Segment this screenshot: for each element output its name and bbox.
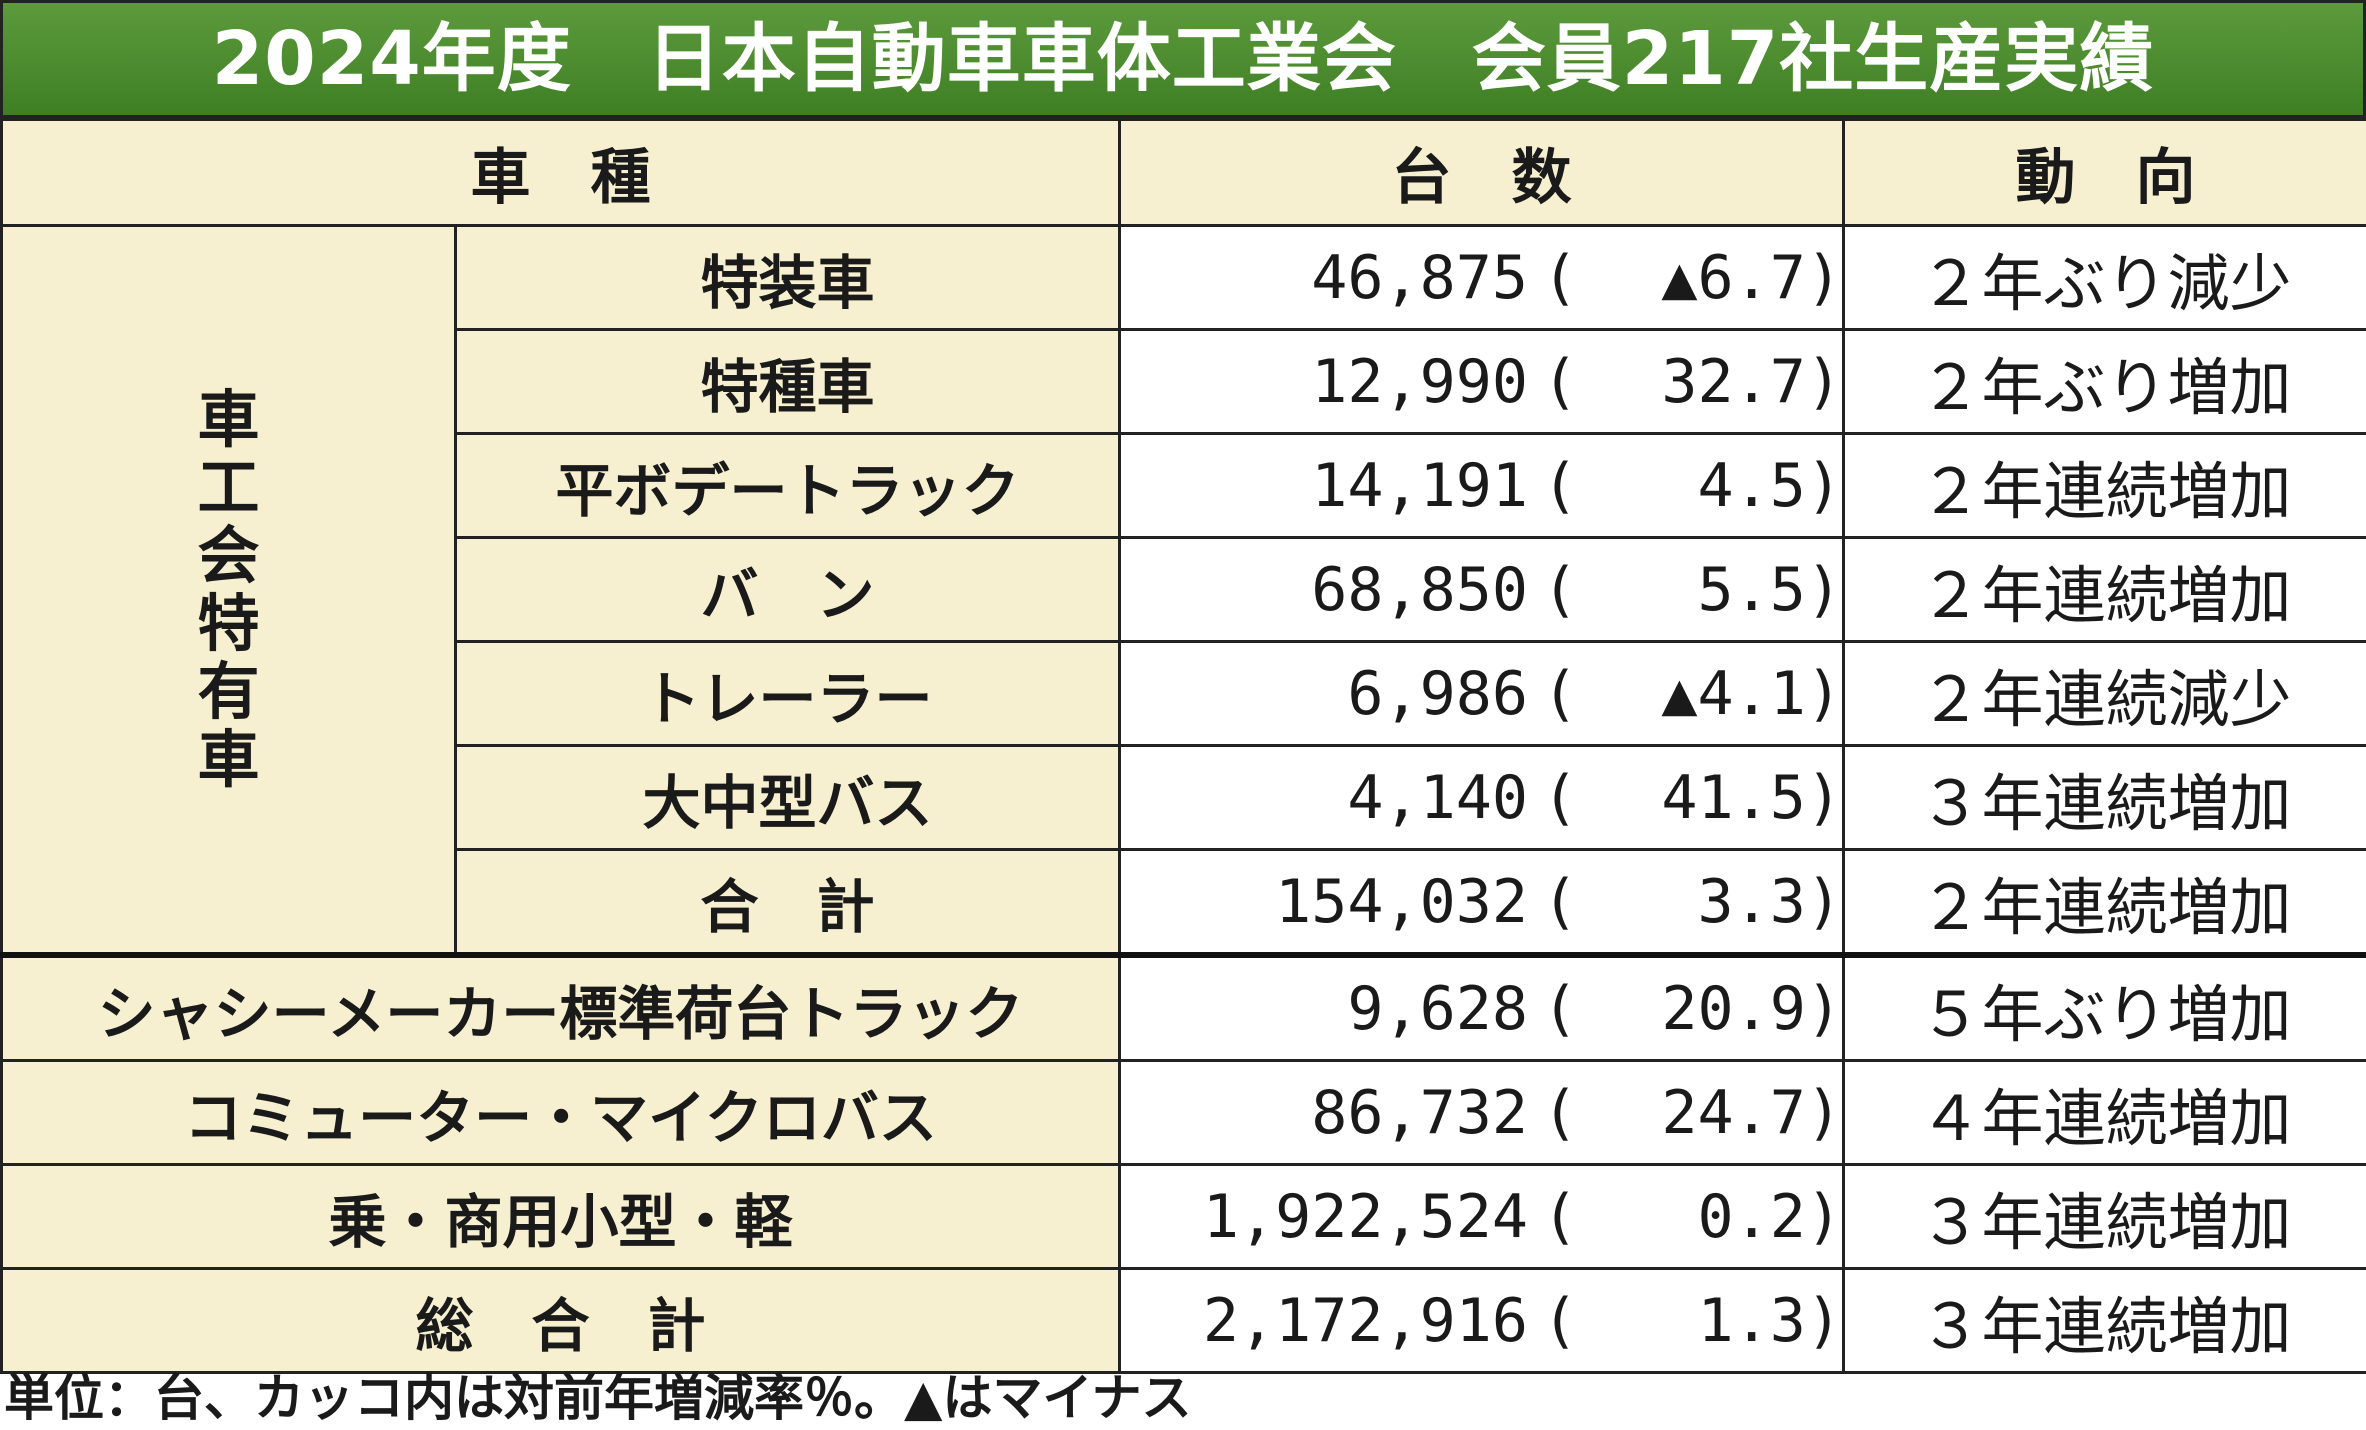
paren-close: ) (1806, 451, 1842, 521)
count-cell: 2,172,916(1.3) (1120, 1269, 1844, 1373)
vehicle-name: シャシーメーカー標準荷台トラック (2, 955, 1120, 1061)
change-rate: 41.5 (1578, 763, 1806, 833)
count-cell: 68,850(5.5) (1120, 538, 1844, 642)
paren-close: ) (1806, 763, 1842, 833)
vehicle-name: 特装車 (456, 226, 1120, 330)
change-rate: 20.9 (1578, 974, 1806, 1044)
change-rate: 4.5 (1578, 451, 1806, 521)
change-rate: 24.7 (1578, 1078, 1806, 1148)
paren-open: ( (1542, 1078, 1578, 1148)
vehicle-name: コミューター・マイクロバス (2, 1061, 1120, 1165)
paren-open: ( (1542, 1286, 1578, 1356)
paren-close: ) (1806, 1182, 1842, 1252)
count-cell: 1,922,524(0.2) (1120, 1165, 1844, 1269)
table-row: 乗・商用小型・軽 1,922,524(0.2) ３年連続増加 (2, 1165, 2366, 1269)
paren-close: ) (1806, 867, 1842, 937)
paren-open: ( (1542, 974, 1578, 1044)
count-cell: 14,191(4.5) (1120, 434, 1844, 538)
paren-close: ) (1806, 555, 1842, 625)
trend-cell: ２年ぶり増加 (1844, 330, 2366, 434)
vehicle-name: 総 合 計 (2, 1269, 1120, 1373)
paren-open: ( (1542, 867, 1578, 937)
table-row: シャシーメーカー標準荷台トラック 9,628(20.9) ５年ぶり増加 (2, 955, 2366, 1061)
table-row: 総 合 計 2,172,916(1.3) ３年連続増加 (2, 1269, 2366, 1373)
change-rate: 3.3 (1578, 867, 1806, 937)
trend-cell: ２年連続増加 (1844, 434, 2366, 538)
count-cell: 9,628(20.9) (1120, 955, 1844, 1061)
vehicle-name: 乗・商用小型・軽 (2, 1165, 1120, 1269)
trend-cell: ３年連続増加 (1844, 746, 2366, 850)
vehicle-name: 合 計 (456, 850, 1120, 956)
change-rate: 5.5 (1578, 555, 1806, 625)
count-value: 2,172,916 (1203, 1286, 1528, 1356)
count-value: 154,032 (1275, 867, 1528, 937)
paren-close: ) (1806, 347, 1842, 417)
trend-cell: ２年連続減少 (1844, 642, 2366, 746)
count-value: 68,850 (1311, 555, 1528, 625)
table-title: 2024年度 日本自動車車体工業会 会員217社生産実績 (0, 0, 2366, 118)
change-rate: 32.7 (1578, 347, 1806, 417)
count-cell: 12,990(32.7) (1120, 330, 1844, 434)
count-value: 9,628 (1347, 974, 1528, 1044)
header-trend: 動 向 (1844, 120, 2366, 226)
count-value: 6,986 (1347, 659, 1528, 729)
trend-cell: ２年連続増加 (1844, 538, 2366, 642)
paren-close: ) (1806, 1078, 1842, 1148)
table-row: コミューター・マイクロバス 86,732(24.7) ４年連続増加 (2, 1061, 2366, 1165)
count-value: 14,191 (1311, 451, 1528, 521)
paren-open: ( (1542, 659, 1578, 729)
vehicle-name: 特種車 (456, 330, 1120, 434)
paren-close: ) (1806, 1286, 1842, 1356)
header-count: 台 数 (1120, 120, 1844, 226)
count-value: 1,922,524 (1203, 1182, 1528, 1252)
header-row: 車 種 台 数 動 向 (2, 120, 2366, 226)
paren-open: ( (1542, 763, 1578, 833)
group-label: 車工会特有車 (2, 226, 456, 956)
table-row: 車工会特有車 特装車 46,875(▲6.7) ２年ぶり減少 (2, 226, 2366, 330)
change-rate: ▲6.7 (1578, 243, 1806, 313)
vehicle-name: トレーラー (456, 642, 1120, 746)
paren-close: ) (1806, 659, 1842, 729)
paren-open: ( (1542, 555, 1578, 625)
paren-open: ( (1542, 347, 1578, 417)
count-value: 46,875 (1311, 243, 1528, 313)
trend-cell: ２年ぶり減少 (1844, 226, 2366, 330)
trend-cell: ２年連続増加 (1844, 850, 2366, 956)
vehicle-name: 平ボデートラック (456, 434, 1120, 538)
change-rate: 1.3 (1578, 1286, 1806, 1356)
count-value: 86,732 (1311, 1078, 1528, 1148)
paren-open: ( (1542, 451, 1578, 521)
paren-close: ) (1806, 243, 1842, 313)
paren-open: ( (1542, 1182, 1578, 1252)
count-cell: 4,140(41.5) (1120, 746, 1844, 850)
header-vehicle-type: 車 種 (2, 120, 1120, 226)
paren-open: ( (1542, 243, 1578, 313)
group-label-text: 車工会特有車 (194, 386, 264, 794)
count-value: 4,140 (1347, 763, 1528, 833)
trend-cell: ３年連続増加 (1844, 1165, 2366, 1269)
trend-cell: ５年ぶり増加 (1844, 955, 2366, 1061)
count-cell: 154,032(3.3) (1120, 850, 1844, 956)
count-value: 12,990 (1311, 347, 1528, 417)
count-cell: 6,986(▲4.1) (1120, 642, 1844, 746)
count-cell: 46,875(▲6.7) (1120, 226, 1844, 330)
production-table: 車 種 台 数 動 向 車工会特有車 特装車 46,875(▲6.7) ２年ぶり… (0, 118, 2366, 1374)
trend-cell: ４年連続増加 (1844, 1061, 2366, 1165)
footnote: 単位：台、カッコ内は対前年増減率％。▲はマイナス (4, 1358, 1191, 1430)
trend-cell: ３年連続増加 (1844, 1269, 2366, 1373)
vehicle-name: 大中型バス (456, 746, 1120, 850)
paren-close: ) (1806, 974, 1842, 1044)
change-rate: ▲4.1 (1578, 659, 1806, 729)
count-cell: 86,732(24.7) (1120, 1061, 1844, 1165)
change-rate: 0.2 (1578, 1182, 1806, 1252)
vehicle-name: バ ン (456, 538, 1120, 642)
